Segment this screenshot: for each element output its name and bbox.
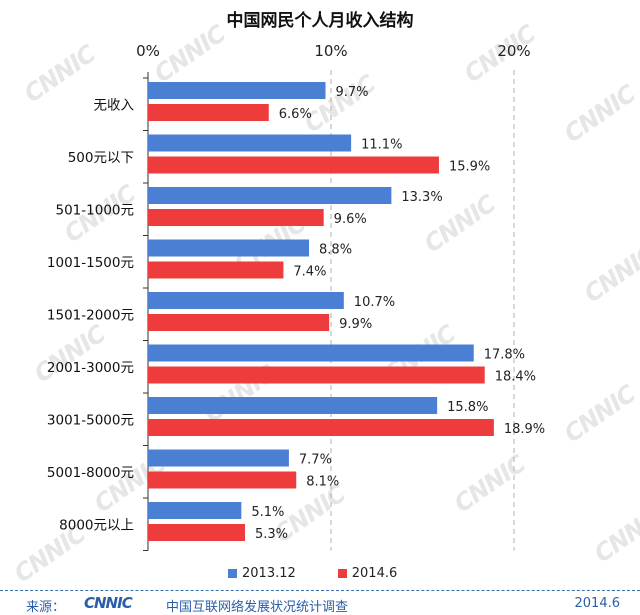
data-label: 5.1% (251, 505, 284, 520)
data-label: 9.7% (336, 85, 369, 100)
bar-2013-12 (148, 449, 289, 467)
bar-2014-6 (148, 419, 494, 436)
data-label: 8.1% (306, 475, 339, 490)
data-label: 6.6% (279, 107, 312, 122)
bar-2014-6 (148, 261, 284, 279)
footer-divider (0, 590, 640, 591)
bar-2013-12 (148, 292, 344, 309)
x-tick-label: 20% (497, 42, 530, 60)
legend-label-2013-12: 2013.12 (242, 566, 296, 581)
y-tick-label: 2001-3000元 (47, 360, 134, 376)
x-tick-label: 10% (314, 42, 347, 60)
y-tick-label: 1501-2000元 (47, 307, 134, 323)
data-label: 18.4% (495, 370, 536, 385)
bar-2013-12 (148, 344, 474, 362)
footer: 来源： CNNIC 中国互联网络发展状况统计调查 2014.6 (6, 594, 634, 615)
legend-swatch-2014-6 (337, 569, 347, 578)
chart-title: 中国网民个人月收入结构 (226, 11, 414, 31)
legend-swatch-2013-12 (228, 569, 237, 578)
bar-2014-6 (148, 471, 297, 489)
y-tick-label: 8000元以上 (59, 517, 134, 533)
data-label: 11.1% (361, 138, 402, 153)
cnnic-logo: CNNIC (84, 594, 133, 612)
bar-2013-12 (148, 82, 326, 99)
bar-2014-6 (148, 366, 485, 384)
data-label: 18.9% (504, 422, 545, 437)
bar-2013-12 (148, 239, 310, 257)
bar-2013-12 (148, 397, 438, 414)
legend-item-2013-12: 2013.12 (228, 566, 296, 581)
footer-source-label: 来源： (26, 600, 66, 615)
y-tick-label: 1001-1500元 (47, 255, 134, 271)
data-label: 7.4% (293, 265, 326, 280)
y-tick-label: 无收入 (94, 97, 135, 113)
bar-2013-12 (148, 134, 352, 152)
y-tick-label: 3001-5000元 (47, 412, 134, 428)
bar-2014-6 (148, 104, 269, 121)
bar-2014-6 (148, 209, 324, 226)
data-label: 9.6% (334, 212, 367, 227)
y-tick-label: 501-1000元 (56, 202, 135, 218)
legend-item-2014-6: 2014.6 (337, 566, 398, 581)
data-label: 8.8% (319, 243, 352, 258)
legend-label-2014-6: 2014.6 (351, 566, 398, 581)
y-tick-label: 5001-8000元 (47, 465, 134, 481)
bar-2013-12 (148, 187, 392, 204)
x-tick-label: 0% (136, 42, 160, 60)
data-label: 10.7% (354, 295, 395, 310)
data-label: 15.9% (449, 160, 490, 175)
data-label: 13.3% (401, 190, 442, 205)
footer-date: 2014.6 (574, 596, 621, 611)
y-tick-label: 500元以下 (68, 150, 134, 166)
data-label: 7.7% (299, 453, 332, 468)
data-label: 15.8% (447, 400, 488, 415)
legend: 2013.12 2014.6 (228, 566, 397, 581)
data-label: 5.3% (255, 527, 288, 542)
bar-2014-6 (148, 314, 330, 331)
data-label: 9.9% (339, 317, 372, 332)
bar-2014-6 (148, 156, 439, 174)
data-label: 17.8% (484, 348, 525, 363)
bar-2013-12 (148, 502, 242, 519)
bar-2014-6 (148, 524, 245, 541)
footer-org: 中国互联网络发展状况统计调查 (166, 600, 349, 615)
